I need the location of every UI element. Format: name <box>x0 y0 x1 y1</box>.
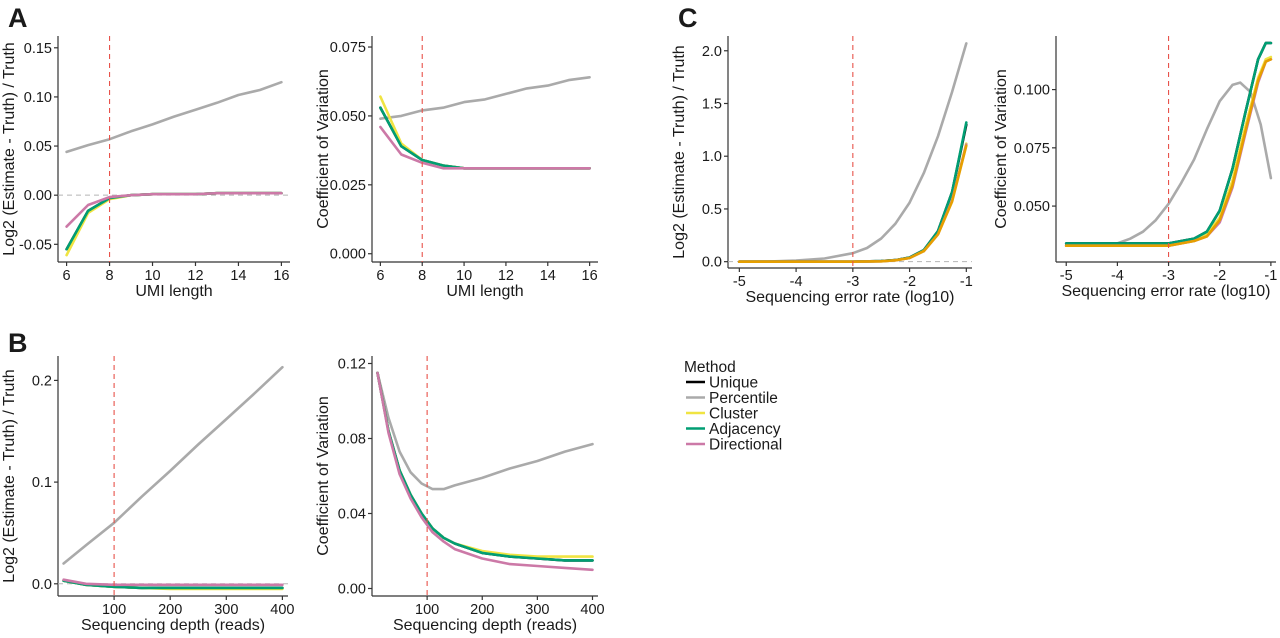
panel-label-b: B <box>8 328 28 358</box>
x-tick-label: 10 <box>144 268 160 284</box>
y-axis-title: Coefficient of Variation <box>315 69 332 229</box>
x-tick-label: -4 <box>1111 268 1124 284</box>
series-line-directional <box>62 578 284 587</box>
x-tick-label: -5 <box>1060 268 1073 284</box>
y-tick-label: -0.05 <box>19 237 52 253</box>
y-tick-label: 0.08 <box>338 432 366 448</box>
x-tick-label: 8 <box>418 268 426 284</box>
x-tick-label: 14 <box>540 268 556 284</box>
y-tick-label: 0.025 <box>330 178 366 194</box>
legend-title: Method <box>684 359 736 376</box>
x-tick-label: 12 <box>187 268 203 284</box>
x-tick-label: 10 <box>456 268 472 284</box>
y-tick-label: 0.075 <box>1014 141 1050 157</box>
y-tick-label: 0.1 <box>32 475 52 491</box>
series-line-cluster <box>65 191 283 257</box>
y-tick-label: 0.000 <box>330 247 366 263</box>
x-axis-title: UMI length <box>135 283 212 300</box>
x-tick-label: -2 <box>1213 268 1226 284</box>
y-tick-label: 0.5 <box>702 202 722 218</box>
series-line-percentile <box>62 365 284 565</box>
series-line-unique <box>376 371 594 562</box>
y-axis-title: Log2 (Estimate - Truth) / Truth <box>1 369 18 582</box>
chart-3: 100 200 300 400 0.0 0.1 0.2 Sequencing depth (r… <box>1 356 294 634</box>
x-tick-label: 12 <box>498 268 514 284</box>
y-tick-label: 0.04 <box>338 507 366 523</box>
x-tick-label: 16 <box>582 268 598 284</box>
y-tick-label: 0.0 <box>32 577 52 593</box>
legend: MethodUniquePercentileClusterAdjacencyDi… <box>684 359 782 454</box>
x-tick-label: -1 <box>1264 268 1277 284</box>
x-axis-title: Sequencing depth (reads) <box>393 617 577 634</box>
x-tick-label: 400 <box>580 602 604 618</box>
series-line-adjacency <box>376 371 594 562</box>
x-tick-label: 100 <box>415 602 439 618</box>
y-tick-label: 1.5 <box>702 96 722 112</box>
y-axis-title: Log2 (Estimate - Truth) / Truth <box>1 42 18 255</box>
series-line-extra <box>737 144 968 264</box>
y-tick-label: 0.075 <box>330 40 366 56</box>
panel-label-c: C <box>678 3 698 33</box>
x-tick-label: -4 <box>790 274 803 290</box>
series-line-directional <box>376 371 594 572</box>
y-axis-title: Log2 (Estimate - Truth) / Truth <box>671 45 688 258</box>
legend-label-percentile: Percentile <box>709 390 778 407</box>
y-tick-label: 0.00 <box>24 188 52 204</box>
x-axis-title: Sequencing depth (reads) <box>81 617 265 634</box>
series-line-adjacency <box>62 579 284 590</box>
legend-label-unique: Unique <box>709 375 758 392</box>
chart-4: 100 200 300 400 0.00 0.04 0.08 0.12 Sequencing d… <box>315 356 605 634</box>
x-tick-label: -2 <box>903 274 916 290</box>
x-tick-label: 400 <box>270 602 294 618</box>
chart-6: -5 -4 -3 -2 -1 0.050 0.075 0.100 Sequencing erro… <box>993 36 1277 300</box>
y-tick-label: 2.0 <box>702 44 722 60</box>
series-line-percentile <box>379 76 591 120</box>
x-tick-label: -3 <box>1162 268 1175 284</box>
x-tick-label: 100 <box>102 602 126 618</box>
x-tick-label: 300 <box>525 602 549 618</box>
y-axis-title: Coefficient of Variation <box>315 396 332 556</box>
series-line-percentile <box>376 371 594 491</box>
x-tick-label: -3 <box>846 274 859 290</box>
x-tick-label: 14 <box>230 268 246 284</box>
y-tick-label: 0.05 <box>24 139 52 155</box>
x-tick-label: 300 <box>214 602 238 618</box>
series-line-directional <box>65 191 283 228</box>
x-tick-label: 8 <box>106 268 114 284</box>
x-tick-label: 16 <box>273 268 289 284</box>
series-line-extra <box>1064 57 1273 247</box>
chart-1: 6 8 10 12 14 16 -0.05 0.00 0.05 0.10 0.15 UMI lengt… <box>1 36 290 300</box>
y-tick-label: 0.10 <box>24 90 52 106</box>
y-tick-label: 0.12 <box>338 357 366 373</box>
legend-label-adjacency: Adjacency <box>709 421 781 438</box>
y-tick-label: 0.100 <box>1014 83 1050 99</box>
y-tick-label: 0.00 <box>338 582 366 598</box>
y-tick-label: 0.0 <box>702 255 722 271</box>
chart-2: 6 8 10 12 14 16 0.000 0.025 0.050 0.075 UMI length… <box>315 36 598 300</box>
y-tick-label: 1.0 <box>702 149 722 165</box>
legend-label-cluster: Cluster <box>709 406 758 423</box>
panel-label-a: A <box>8 3 28 33</box>
x-tick-label: -5 <box>733 274 746 290</box>
series-line-cluster <box>376 371 594 558</box>
x-tick-label: 6 <box>63 268 71 284</box>
x-tick-label: 6 <box>376 268 384 284</box>
x-tick-label: 200 <box>158 602 182 618</box>
x-axis-title: Sequencing error rate (log10) <box>1061 283 1270 300</box>
legend-label-directional: Directional <box>709 437 782 454</box>
y-tick-label: 0.050 <box>1014 199 1050 215</box>
series-line-adjacency <box>1064 41 1273 245</box>
y-tick-label: 0.15 <box>24 41 52 57</box>
chart-5: -5 -4 -3 -2 -1 0.0 0.5 1.0 1.5 2.0 Sequencing erro… <box>671 36 973 306</box>
y-axis-title: Coefficient of Variation <box>993 69 1010 229</box>
y-tick-label: 0.050 <box>330 109 366 125</box>
x-axis-title: UMI length <box>446 283 523 300</box>
series-line-percentile <box>65 80 283 154</box>
x-tick-label: 200 <box>470 602 494 618</box>
x-axis-title: Sequencing error rate (log10) <box>745 289 954 306</box>
series-line-directional <box>379 125 591 170</box>
x-tick-label: -1 <box>960 274 973 290</box>
y-tick-label: 0.2 <box>32 373 52 389</box>
